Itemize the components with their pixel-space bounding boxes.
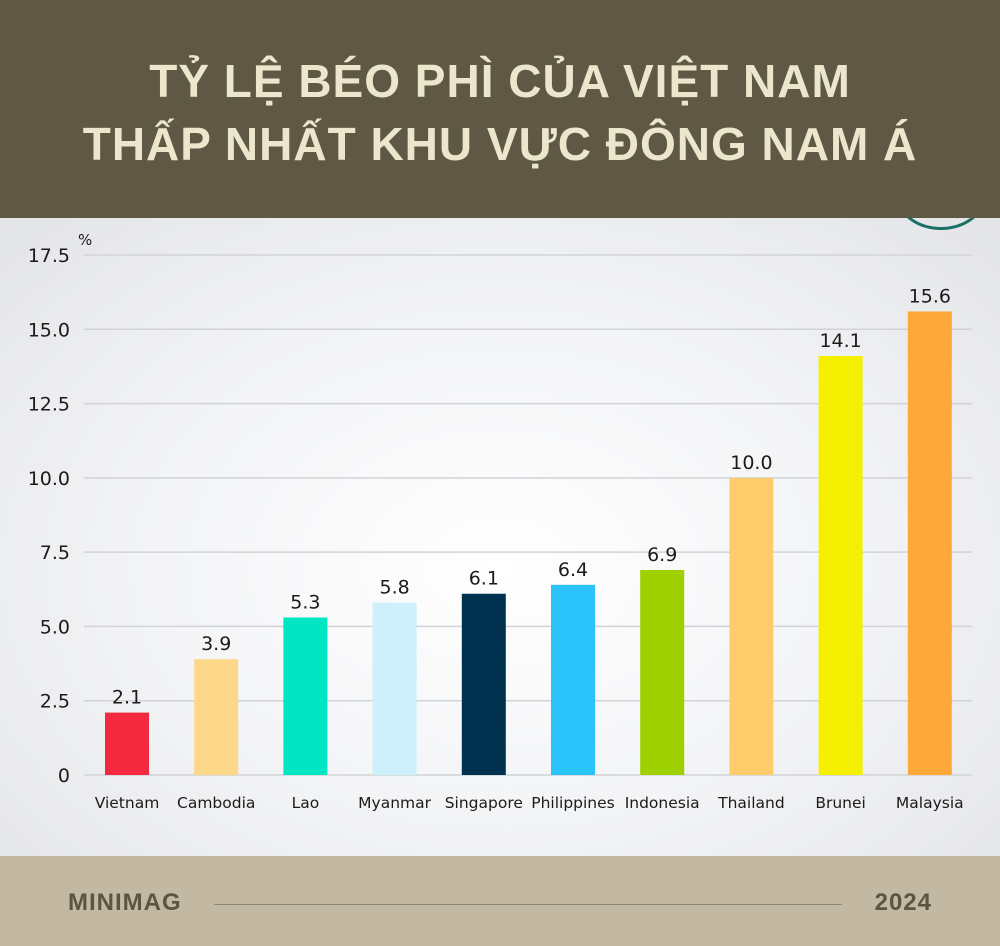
x-tick-label: Malaysia [896, 794, 964, 812]
bar-lao [283, 617, 328, 775]
x-tick-label: Lao [292, 794, 320, 812]
title-line-2: THẤP NHẤT KHU VỰC ĐÔNG NAM Á [82, 118, 918, 170]
x-tick-label: Vietnam [95, 794, 160, 812]
data-label: 6.4 [558, 559, 588, 581]
x-tick-label: Singapore [445, 794, 523, 812]
footer-year: 2024 [874, 889, 932, 916]
x-tick-label: Indonesia [625, 794, 700, 812]
footer-divider [214, 904, 842, 905]
data-label: 6.9 [647, 544, 677, 566]
data-label: 3.9 [201, 633, 231, 655]
bar-singapore [461, 593, 506, 775]
data-label: 2.1 [112, 687, 142, 709]
brand-name: MINIMAG [68, 889, 182, 916]
x-tick-label: Philippines [531, 794, 615, 812]
bar-vietnam [105, 712, 149, 775]
data-label: 5.8 [379, 577, 409, 599]
y-tick-label: 5.0 [40, 616, 70, 638]
y-tick-label: 15.0 [28, 319, 70, 341]
bar-cambodia [194, 659, 239, 775]
bar-brunei [818, 356, 863, 775]
data-label: 10.0 [730, 452, 772, 474]
bar-philippines [551, 584, 595, 775]
y-tick-label: 2.5 [40, 691, 70, 713]
y-tick-label: 17.5 [28, 245, 70, 267]
bar-indonesia [640, 569, 685, 775]
y-tick-label: 0 [58, 765, 70, 787]
x-tick-label: Thailand [717, 794, 785, 812]
y-unit-label: % [78, 231, 92, 249]
bar-myanmar [372, 602, 417, 775]
data-label: 5.3 [290, 592, 320, 614]
x-tick-label: Cambodia [177, 794, 255, 812]
y-tick-label: 7.5 [40, 542, 70, 564]
y-tick-label: 10.0 [28, 468, 70, 490]
y-tick-label: 12.5 [28, 394, 70, 416]
footer-bar: MINIMAG 2024 [0, 856, 1000, 946]
bar-malaysia [907, 311, 952, 775]
data-label: 15.6 [909, 285, 951, 307]
title-line-1: TỶ LỆ BÉO PHÌ CỦA VIỆT NAM [149, 55, 851, 107]
bar-chart: 0 2.5 5.0 7.5 10.0 12.5 15.0 17.5% 2.1 Vietnam 3.9… [28, 231, 972, 812]
x-tick-label: Brunei [815, 794, 866, 812]
x-tick-label: Myanmar [358, 794, 431, 812]
header-banner: TỶ LỆ BÉO PHÌ CỦA VIỆT NAM THẤP NHẤT KHU… [0, 0, 1000, 218]
data-label: 6.1 [469, 568, 499, 590]
bar-thailand [729, 477, 774, 775]
data-label: 14.1 [819, 330, 861, 352]
